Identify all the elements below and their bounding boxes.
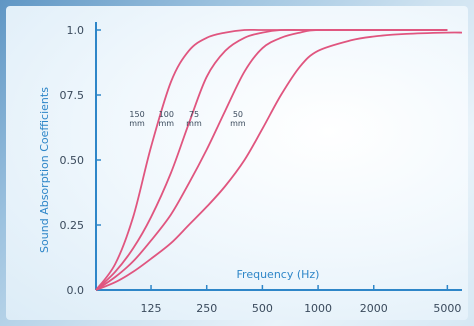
series-label: 150 bbox=[129, 110, 144, 119]
y-axis-title: Sound Absorption Coefficients bbox=[38, 87, 51, 253]
series-label: mm bbox=[186, 119, 202, 128]
y-tick-label: 0.0 bbox=[67, 284, 85, 297]
y-tick-label: 1.0 bbox=[67, 24, 85, 37]
x-axis-title: Frequency (Hz) bbox=[237, 268, 320, 281]
x-tick-label: 5000 bbox=[433, 302, 461, 315]
x-tick-label: 1000 bbox=[304, 302, 332, 315]
series-label: mm bbox=[129, 119, 145, 128]
x-tick-label: 2000 bbox=[360, 302, 388, 315]
y-tick-label: 0.50 bbox=[60, 154, 85, 167]
series-line bbox=[95, 28, 448, 291]
series-line bbox=[95, 28, 448, 291]
series-label: mm bbox=[230, 119, 246, 128]
series-line bbox=[95, 31, 463, 291]
y-tick-label: 0.25 bbox=[60, 219, 85, 232]
series-label: mm bbox=[159, 119, 175, 128]
chart-panel bbox=[6, 6, 468, 320]
x-tick-label: 500 bbox=[252, 302, 273, 315]
x-tick-label: 125 bbox=[141, 302, 162, 315]
series-label: 50 bbox=[233, 110, 243, 119]
series-label: 75 bbox=[189, 110, 199, 119]
series-line bbox=[95, 28, 448, 291]
y-tick-label: 07.5 bbox=[60, 89, 85, 102]
x-tick-label: 250 bbox=[196, 302, 217, 315]
series-label: 100 bbox=[159, 110, 174, 119]
